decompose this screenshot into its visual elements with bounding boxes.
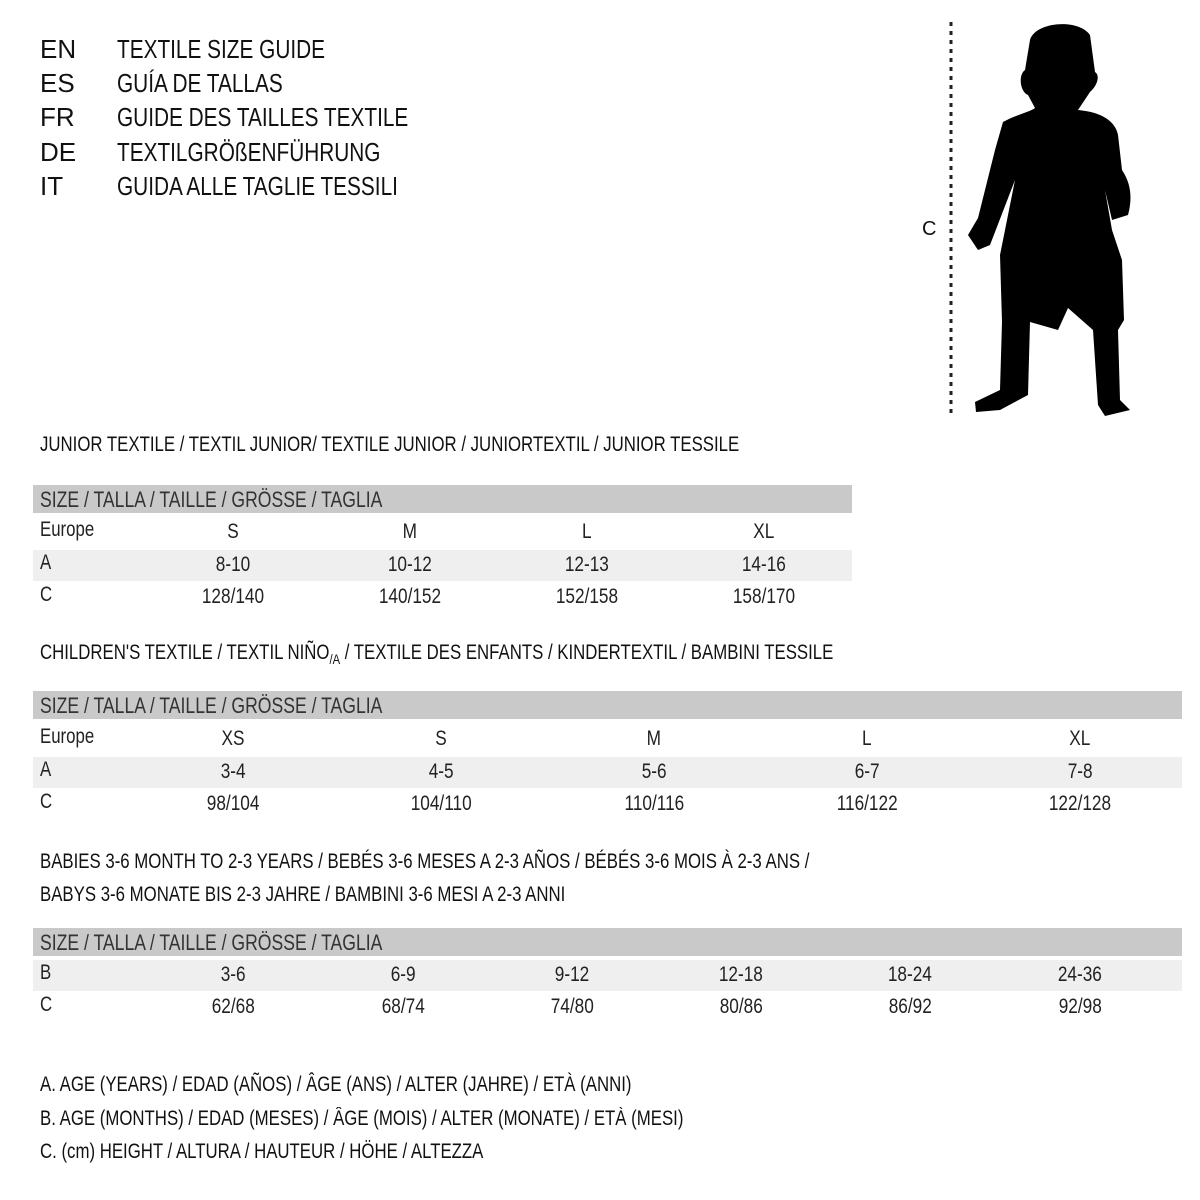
legend-b: B. AGE (MONTHS) / EDAD (MESES) / ÂGE (MO…	[40, 1107, 684, 1130]
lang-code: FR	[40, 102, 75, 132]
junior-section-title: JUNIOR TEXTILE / TEXTIL JUNIOR/ TEXTILE …	[40, 433, 740, 456]
lang-title: GUIDA ALLE TAGLIE TESSILI	[117, 171, 398, 201]
children-size-header: SIZE / TALLA / TAILLE / GRÖSSE / TAGLIA	[33, 691, 1182, 719]
lang-title: TEXTILGRÖßENFÜHRUNG	[117, 137, 381, 167]
legend-c: C. (cm) HEIGHT / ALTURA / HAUTEUR / HÖHE…	[40, 1140, 484, 1163]
junior-size-header: SIZE / TALLA / TAILLE / GRÖSSE / TAGLIA	[33, 485, 852, 513]
child-silhouette-icon	[949, 22, 1131, 417]
lang-code: IT	[40, 171, 64, 201]
height-measure-label: C	[922, 218, 937, 240]
table-row: Europe S M L XL	[40, 518, 775, 543]
lang-code: ES	[40, 68, 75, 98]
table-row: A 3-4 4-5 5-6 6-7 7-8	[33, 757, 1182, 788]
table-row: C 62/68 68/74 74/80 80/86 86/92 92/98	[40, 993, 1102, 1018]
babies-size-header: SIZE / TALLA / TAILLE / GRÖSSE / TAGLIA	[33, 928, 1182, 956]
babies-section-title-line2: BABYS 3-6 MONATE BIS 2-3 JAHRE / BAMBINI…	[40, 883, 566, 906]
table-row: B 3-6 6-9 9-12 12-18 18-24 24-36	[33, 960, 1182, 991]
table-row: C 128/140 140/152 152/158 158/170	[40, 583, 796, 608]
legend-a: A. AGE (YEARS) / EDAD (AÑOS) / ÂGE (ANS)…	[40, 1073, 632, 1096]
table-row: Europe XS S M L XL	[40, 725, 1091, 750]
children-section-title: CHILDREN'S TEXTILE / TEXTIL NIÑO/A / TEX…	[40, 641, 834, 668]
table-row: A 8-10 10-12 12-13 14-16	[33, 550, 852, 581]
table-row: C 98/104 104/110 110/116 116/122 122/128	[40, 790, 1112, 815]
lang-code: EN	[40, 34, 77, 64]
lang-title: TEXTILE SIZE GUIDE	[117, 34, 326, 64]
lang-title: GUÍA DE TALLAS	[117, 68, 283, 98]
lang-title: GUIDE DES TAILLES TEXTILE	[117, 102, 409, 132]
lang-code: DE	[40, 137, 77, 167]
child-silhouette	[968, 24, 1131, 417]
babies-section-title: BABIES 3-6 MONTH TO 2-3 YEARS / BEBÉS 3-…	[40, 850, 810, 873]
